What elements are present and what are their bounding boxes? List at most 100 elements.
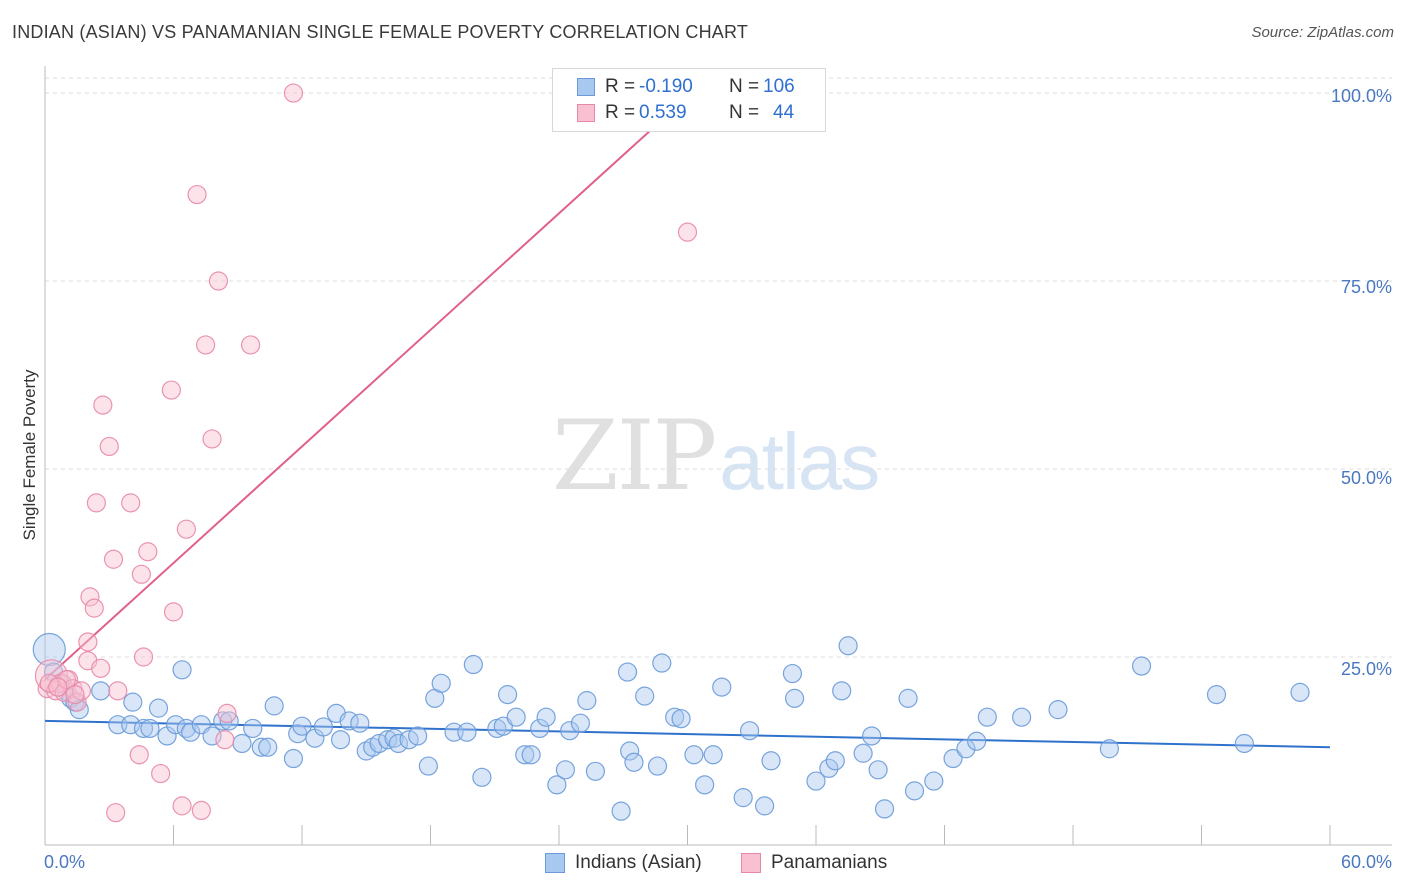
point-indians-13 [148,698,169,718]
point-panamanians-26 [161,380,181,400]
legend-item-indians: Indians (Asian) [545,852,702,874]
point-indians-65 [585,761,606,781]
point-indians-40 [378,730,398,750]
point-indians-23 [232,733,252,754]
point-indians-104 [1131,656,1152,676]
point-indians-105 [1206,685,1227,705]
watermark: ZIPatlas [552,400,880,512]
point-indians-87 [825,751,845,771]
point-panamanians-16 [99,436,119,457]
y-tick-label-100: 100.0% [1330,86,1392,106]
point-indians-28 [283,748,304,769]
point-panamanians-42 [48,677,68,697]
point-indians-90 [853,743,873,763]
chart-title: INDIAN (ASIAN) VS PANAMANIAN SINGLE FEMA… [12,22,749,42]
point-panamanians-43 [215,730,235,750]
n-label: N = [729,102,760,123]
r-label: R = [605,102,636,123]
point-panamanians-14 [91,658,111,678]
point-indians-81 [754,796,775,816]
source-label: Source: ZipAtlas.com [1251,24,1394,41]
point-indians-18 [181,722,201,742]
point-indians-47 [431,673,451,693]
point-indians-64 [577,691,597,711]
point-indians-67 [617,662,638,682]
point-indians-106 [1234,733,1254,754]
point-indians-50 [463,654,483,675]
point-panamanians-31 [191,800,211,821]
n-value: 106 [763,76,795,97]
r-value: -0.190 [639,76,693,97]
point-indians-11 [133,718,154,739]
point-indians-24 [243,718,263,739]
point-indians-98 [956,739,976,759]
point-indians-79 [733,788,753,808]
point-indians-77 [703,745,723,765]
point-indians-91 [862,726,882,746]
point-indians-44 [408,726,428,746]
point-indians-51 [472,767,492,787]
correlation-legend: R = -0.190 N = 106 R = 0.539 N = 44 [552,68,826,132]
point-indians-73 [665,707,685,727]
point-panamanians-27 [163,602,184,622]
point-indians-42 [388,733,408,754]
point-panamanians-9 [78,632,98,652]
point-indians-102 [1048,700,1068,720]
point-indians-99 [967,731,987,751]
point-panamanians-7 [67,692,87,712]
point-indians-25 [251,737,271,757]
point-panamanians-36 [241,335,261,355]
point-panamanians-41 [65,685,85,705]
point-indians-10 [123,692,143,712]
point-indians-9 [121,715,141,735]
legend-swatch-panamanians [577,104,595,122]
point-panamanians-35 [217,703,237,724]
point-indians-69 [624,752,644,772]
y-tick-label-75: 75.0% [1340,277,1392,297]
point-panamanians-15 [93,395,113,415]
point-indians-96 [924,771,944,791]
trend-line-panamanians [44,96,689,681]
point-panamanians-23 [133,647,154,667]
x-tick-label-0: 0.0% [44,852,86,872]
point-indians-62 [560,721,580,741]
point-indians-32 [313,717,334,737]
point-indians-71 [647,756,668,776]
r-value: 0.539 [639,102,687,123]
point-indians-94 [898,688,918,708]
series-legend: Indians (Asian) Panamanians [0,852,1406,878]
point-panamanians-33 [202,429,222,449]
point-indians-83 [782,663,803,684]
point-indians-56 [515,745,535,765]
point-indians-61 [555,760,576,780]
point-indians-60 [547,775,567,795]
point-indians-84 [784,688,805,708]
point-indians-82 [761,751,781,771]
point-indians-0 [32,632,66,667]
point-indians-107 [1290,682,1310,702]
watermark-atlas: atlas [719,417,880,506]
point-indians-27 [264,696,284,716]
point-panamanians-13 [86,493,107,513]
point-indians-30 [292,716,312,736]
point-indians-95 [904,781,925,801]
point-indians-97 [943,748,963,769]
point-indians-59 [536,707,556,727]
legend-swatch-indians [577,78,595,96]
y-tick-label-50: 50.0% [1340,468,1392,488]
x-tick-label-60: 60.0% [1340,852,1392,872]
point-indians-101 [1011,707,1032,727]
point-indians-66 [611,801,631,821]
point-indians-80 [740,721,760,741]
point-indians-74 [671,709,691,729]
point-indians-78 [712,677,732,697]
point-panamanians-24 [138,542,158,562]
point-panamanians-38 [677,222,698,242]
n-label: N = [729,76,760,97]
point-indians-7 [91,681,111,701]
legend-row-panamanians: R = 0.539 N = 44 [577,101,794,125]
legend-swatch-indians [545,853,565,873]
point-indians-70 [635,686,655,706]
legend-label-panamanians: Panamanians [771,852,888,873]
